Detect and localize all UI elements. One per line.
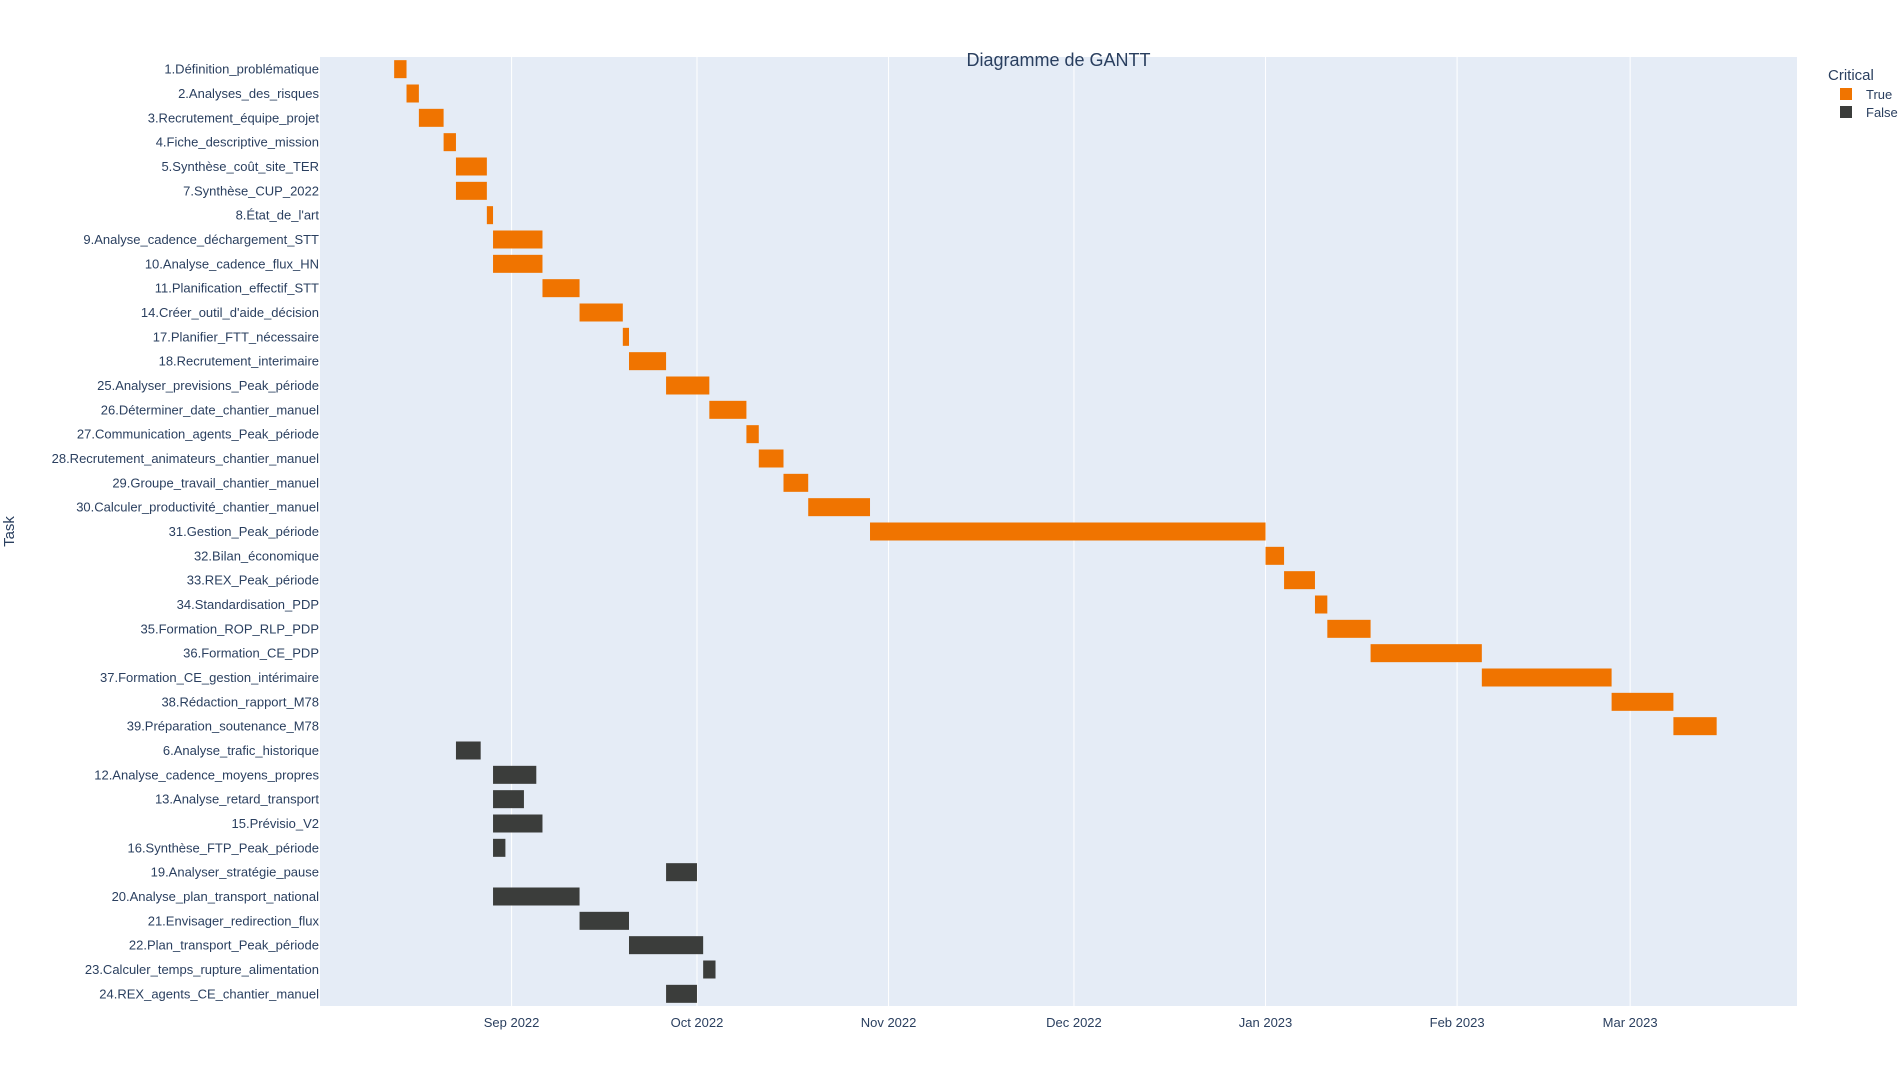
gantt-bar[interactable] [493, 254, 543, 273]
y-tick-label: 6.Analyse_trafic_historique [163, 743, 319, 758]
gantt-bar[interactable] [1327, 619, 1371, 638]
legend-swatch[interactable] [1840, 88, 1852, 100]
gantt-bar[interactable] [493, 887, 580, 906]
x-tick-label: Sep 2022 [484, 1015, 540, 1030]
gantt-bar[interactable] [808, 498, 871, 517]
y-tick-label: 31.Gestion_Peak_période [169, 524, 319, 539]
legend[interactable]: Critical True False [1828, 67, 1898, 120]
y-tick-label: 19.Analyser_stratégie_pause [151, 865, 319, 880]
x-tick-label: Mar 2023 [1603, 1015, 1658, 1030]
legend-label[interactable]: True [1866, 87, 1892, 102]
y-tick-label: 36.Formation_CE_PDP [183, 646, 319, 661]
y-tick-label: 27.Communication_agents_Peak_période [77, 427, 319, 442]
y-tick-label: 29.Groupe_travail_chantier_manuel [112, 475, 319, 490]
y-tick-label: 17.Planifier_FTT_nécessaire [153, 329, 319, 344]
y-tick-label: 38.Rédaction_rapport_M78 [161, 694, 319, 709]
gantt-bar[interactable] [579, 303, 623, 322]
y-tick-label: 3.Recrutement_équipe_projet [148, 110, 320, 125]
y-tick-label: 22.Plan_transport_Peak_période [129, 938, 319, 953]
gantt-bar[interactable] [493, 765, 537, 784]
y-tick-label: 13.Analyse_retard_transport [155, 792, 319, 807]
x-tick-label: Dec 2022 [1046, 1015, 1102, 1030]
gantt-bar[interactable] [1481, 668, 1612, 687]
gantt-bar[interactable] [493, 838, 506, 857]
y-tick-label: 11.Planification_effectif_STT [155, 281, 319, 296]
gantt-bar[interactable] [455, 157, 487, 176]
y-tick-label: 24.REX_agents_CE_chantier_manuel [99, 986, 319, 1001]
y-tick-label: 18.Recrutement_interimaire [159, 354, 319, 369]
gantt-bar[interactable] [493, 790, 524, 809]
gantt-bar[interactable] [783, 473, 809, 492]
y-tick-label: 34.Standardisation_PDP [177, 597, 319, 612]
legend-items[interactable]: True False [1840, 87, 1898, 120]
y-tick-label: 2.Analyses_des_risques [178, 86, 319, 101]
gantt-bar[interactable] [703, 960, 716, 979]
task-bars [394, 60, 1717, 1003]
y-tick-label: 20.Analyse_plan_transport_national [112, 889, 320, 904]
y-tick-label: 8.État_de_l'art [236, 208, 320, 223]
y-tick-label: 14.Créer_outil_d'aide_décision [141, 305, 319, 320]
gantt-bar[interactable] [542, 279, 580, 298]
gantt-bar[interactable] [394, 60, 407, 79]
y-tick-label: 37.Formation_CE_gestion_intérimaire [100, 670, 319, 685]
y-tick-label: 26.Déterminer_date_chantier_manuel [101, 402, 319, 417]
gantt-bar[interactable] [870, 522, 1266, 541]
gantt-bar[interactable] [666, 863, 697, 882]
gantt-bar[interactable] [1673, 717, 1717, 736]
legend-swatch[interactable] [1840, 106, 1852, 118]
x-axis-tick-labels: Sep 2022 Oct 2022 Nov 2022 Dec 2022 Jan 2023… [484, 1015, 1658, 1030]
gantt-bar[interactable] [406, 84, 419, 103]
gantt-bar[interactable] [443, 133, 456, 152]
y-axis-title: Task [1, 516, 18, 547]
y-tick-label: 39.Préparation_soutenance_M78 [127, 719, 319, 734]
gantt-bar[interactable] [1265, 546, 1285, 565]
gantt-bar[interactable] [493, 230, 543, 249]
y-tick-label: 33.REX_Peak_période [187, 573, 319, 588]
gantt-bar[interactable] [1611, 692, 1674, 711]
legend-title: Critical [1828, 67, 1874, 84]
y-tick-label: 10.Analyse_cadence_flux_HN [145, 256, 319, 271]
gantt-bar[interactable] [579, 911, 629, 930]
legend-label[interactable]: False [1866, 105, 1898, 120]
gantt-bar[interactable] [666, 376, 710, 395]
y-tick-label: 23.Calculer_temps_rupture_alimentation [85, 962, 319, 977]
gantt-bar[interactable] [455, 181, 487, 200]
gantt-bar[interactable] [1314, 595, 1328, 614]
y-tick-label: 12.Analyse_cadence_moyens_propres [94, 767, 319, 782]
y-tick-label: 35.Formation_ROP_RLP_PDP [141, 621, 319, 636]
y-tick-label: 30.Calculer_productivité_chantier_manuel [76, 500, 319, 515]
gantt-bar[interactable] [758, 449, 784, 468]
x-tick-label: Jan 2023 [1239, 1015, 1293, 1030]
y-tick-label: 15.Prévisio_V2 [232, 816, 319, 831]
y-tick-label: 21.Envisager_redirection_flux [148, 913, 320, 928]
gantt-bar[interactable] [622, 327, 629, 346]
x-tick-label: Feb 2023 [1430, 1015, 1485, 1030]
y-tick-label: 32.Bilan_économique [194, 548, 319, 563]
y-tick-label: 1.Définition_problématique [164, 62, 319, 77]
x-tick-label: Oct 2022 [671, 1015, 724, 1030]
y-tick-label: 7.Synthèse_CUP_2022 [183, 183, 319, 198]
gantt-bar[interactable] [709, 400, 747, 419]
y-tick-label: 4.Fiche_descriptive_mission [156, 135, 319, 150]
gantt-bar[interactable] [418, 108, 444, 127]
x-tick-label: Nov 2022 [861, 1015, 917, 1030]
gantt-bar[interactable] [628, 352, 667, 371]
gantt-bar[interactable] [1284, 571, 1315, 590]
y-tick-label: 28.Recrutement_animateurs_chantier_manue… [52, 451, 319, 466]
gantt-bar[interactable] [666, 984, 697, 1003]
gantt-bar[interactable] [455, 741, 481, 760]
gantt-bar[interactable] [493, 814, 543, 833]
gantt-bar[interactable] [746, 425, 759, 444]
chart-title: Diagramme de GANTT [966, 50, 1150, 70]
y-tick-label: 9.Analyse_cadence_déchargement_STT [83, 232, 319, 247]
gantt-bar[interactable] [628, 936, 704, 955]
gantt-bar[interactable] [1370, 644, 1482, 663]
y-tick-label: 25.Analyser_previsions_Peak_période [97, 378, 319, 393]
y-tick-label: 16.Synthèse_FTP_Peak_période [127, 840, 319, 855]
y-axis-tick-labels: 1.Définition_problématique 2.Analyses_des… [52, 62, 320, 1002]
gantt-bar[interactable] [486, 206, 494, 225]
y-tick-label: 5.Synthèse_coût_site_TER [161, 159, 319, 174]
